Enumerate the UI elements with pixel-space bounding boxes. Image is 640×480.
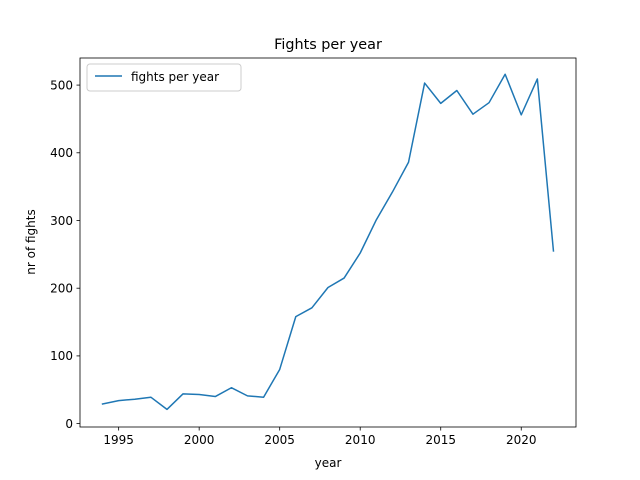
y-tick-label: 500: [50, 78, 73, 92]
legend-box: [86, 63, 242, 92]
x-tick-label: 1995: [103, 433, 134, 447]
data-point: [311, 307, 313, 309]
x-tick-label: 2010: [345, 433, 376, 447]
y-axis-ticks: 0 100 200 300 400 500: [50, 78, 80, 431]
x-tick-label: 2020: [506, 433, 537, 447]
legend: fights per year: [86, 63, 242, 92]
y-tick-label: 0: [65, 417, 73, 431]
y-tick-label: 300: [50, 214, 73, 228]
data-point: [376, 219, 378, 221]
data-point: [327, 287, 329, 289]
data-point: [359, 252, 361, 254]
data-point: [198, 394, 200, 396]
data-point: [295, 316, 297, 318]
axes-frame: [79, 57, 577, 428]
y-tick-label: 400: [50, 146, 73, 160]
data-point: [118, 400, 120, 402]
legend-label: fights per year: [131, 70, 219, 84]
chart-title: Fights per year: [274, 37, 382, 53]
x-axis-label: year: [315, 456, 342, 470]
data-point: [537, 78, 539, 80]
series-line: [101, 73, 555, 411]
data-point: [553, 250, 555, 252]
data-point: [263, 396, 265, 398]
x-tick-label: 2015: [425, 433, 456, 447]
data-point: [504, 73, 506, 75]
data-point: [102, 403, 104, 405]
data-point: [279, 369, 281, 371]
data-point: [392, 191, 394, 193]
data-point: [150, 396, 152, 398]
data-point: [247, 395, 249, 397]
data-point: [182, 393, 184, 395]
data-point: [456, 90, 458, 92]
data-point: [520, 114, 522, 116]
x-axis-ticks: 1995 2000 2005 2010 2015 2020: [103, 427, 537, 447]
y-tick-label: 100: [50, 349, 73, 363]
data-point: [488, 102, 490, 104]
plot-area: [101, 73, 555, 411]
data-point: [440, 103, 442, 105]
y-tick-label: 200: [50, 282, 73, 296]
data-point: [214, 396, 216, 398]
x-tick-label: 2000: [184, 433, 215, 447]
data-point: [424, 82, 426, 84]
data-point: [231, 387, 233, 389]
data-point: [134, 398, 136, 400]
data-point: [408, 161, 410, 163]
y-axis-label: nr of fights: [24, 209, 38, 274]
data-point: [472, 113, 474, 115]
x-tick-label: 2005: [264, 433, 295, 447]
data-point: [166, 409, 168, 411]
data-point: [343, 277, 345, 279]
